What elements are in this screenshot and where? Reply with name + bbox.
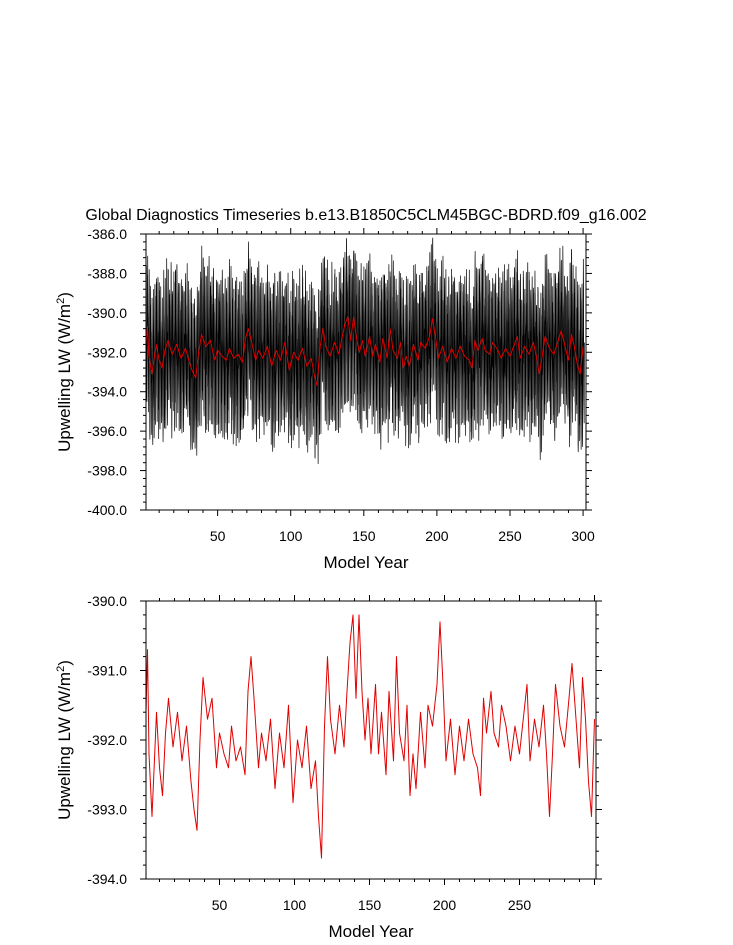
y-tick-label: -392.0 [87, 732, 127, 748]
y-tick-label: -394.0 [87, 384, 127, 400]
y-tick-label: -394.0 [87, 871, 127, 887]
x-tick-label: 150 [352, 528, 376, 544]
y-tick-label: -392.0 [87, 344, 127, 360]
x-tick-label: 300 [571, 528, 595, 544]
plot-area [146, 237, 585, 465]
y-tick-label: -393.0 [87, 802, 127, 818]
x-axis-label: Model Year [328, 922, 413, 941]
y-tick-label: -400.0 [87, 502, 127, 518]
x-tick-label: 150 [358, 897, 382, 913]
x-axis-label: Model Year [323, 553, 408, 572]
x-tick-label: 100 [283, 897, 307, 913]
plot-area [146, 614, 595, 859]
x-tick-label: 50 [210, 528, 226, 544]
series-annual-mean-line [146, 316, 584, 387]
panel-bottom-annual-mean: 50 100 150 200 250 Model Year -394.0 -393.0 -392… [55, 593, 602, 941]
y-tick-label: -386.0 [87, 226, 127, 242]
figure-title: Global Diagnostics Timeseries b.e13.B185… [85, 207, 646, 224]
y-tick-label: -388.0 [87, 265, 127, 281]
y-tick-label: -396.0 [87, 423, 127, 439]
series-monthly-line [146, 237, 585, 465]
x-tick-label: 50 [212, 897, 228, 913]
x-axis: 50 100 150 200 250 300 Model Year [158, 228, 595, 572]
plot-frame [145, 600, 597, 880]
x-tick-label: 250 [508, 897, 532, 913]
x-tick-label: 200 [433, 897, 457, 913]
y-axis: -394.0 -393.0 -392.0 -391.0 -390.0 Upwelling … [55, 593, 602, 887]
plot-frame [145, 233, 587, 511]
y-tick-label: -390.0 [87, 305, 127, 321]
x-tick-label: 100 [279, 528, 303, 544]
y-axis-label: Upwelling LW (W/m2) [55, 660, 74, 820]
y-tick-label: -391.0 [87, 663, 127, 679]
x-tick-label: 200 [425, 528, 449, 544]
x-tick-label: 250 [498, 528, 522, 544]
series-annual-mean-line [146, 614, 595, 859]
x-axis: 50 100 150 200 250 Model Year [159, 595, 595, 941]
y-axis: -400.0 -398.0 -396.0 -394.0 -392.0 -390.0 -388… [55, 226, 592, 518]
y-tick-label: -390.0 [87, 593, 127, 609]
y-axis-label: Upwelling LW (W/m2) [55, 292, 74, 452]
y-tick-label: -398.0 [87, 463, 127, 479]
